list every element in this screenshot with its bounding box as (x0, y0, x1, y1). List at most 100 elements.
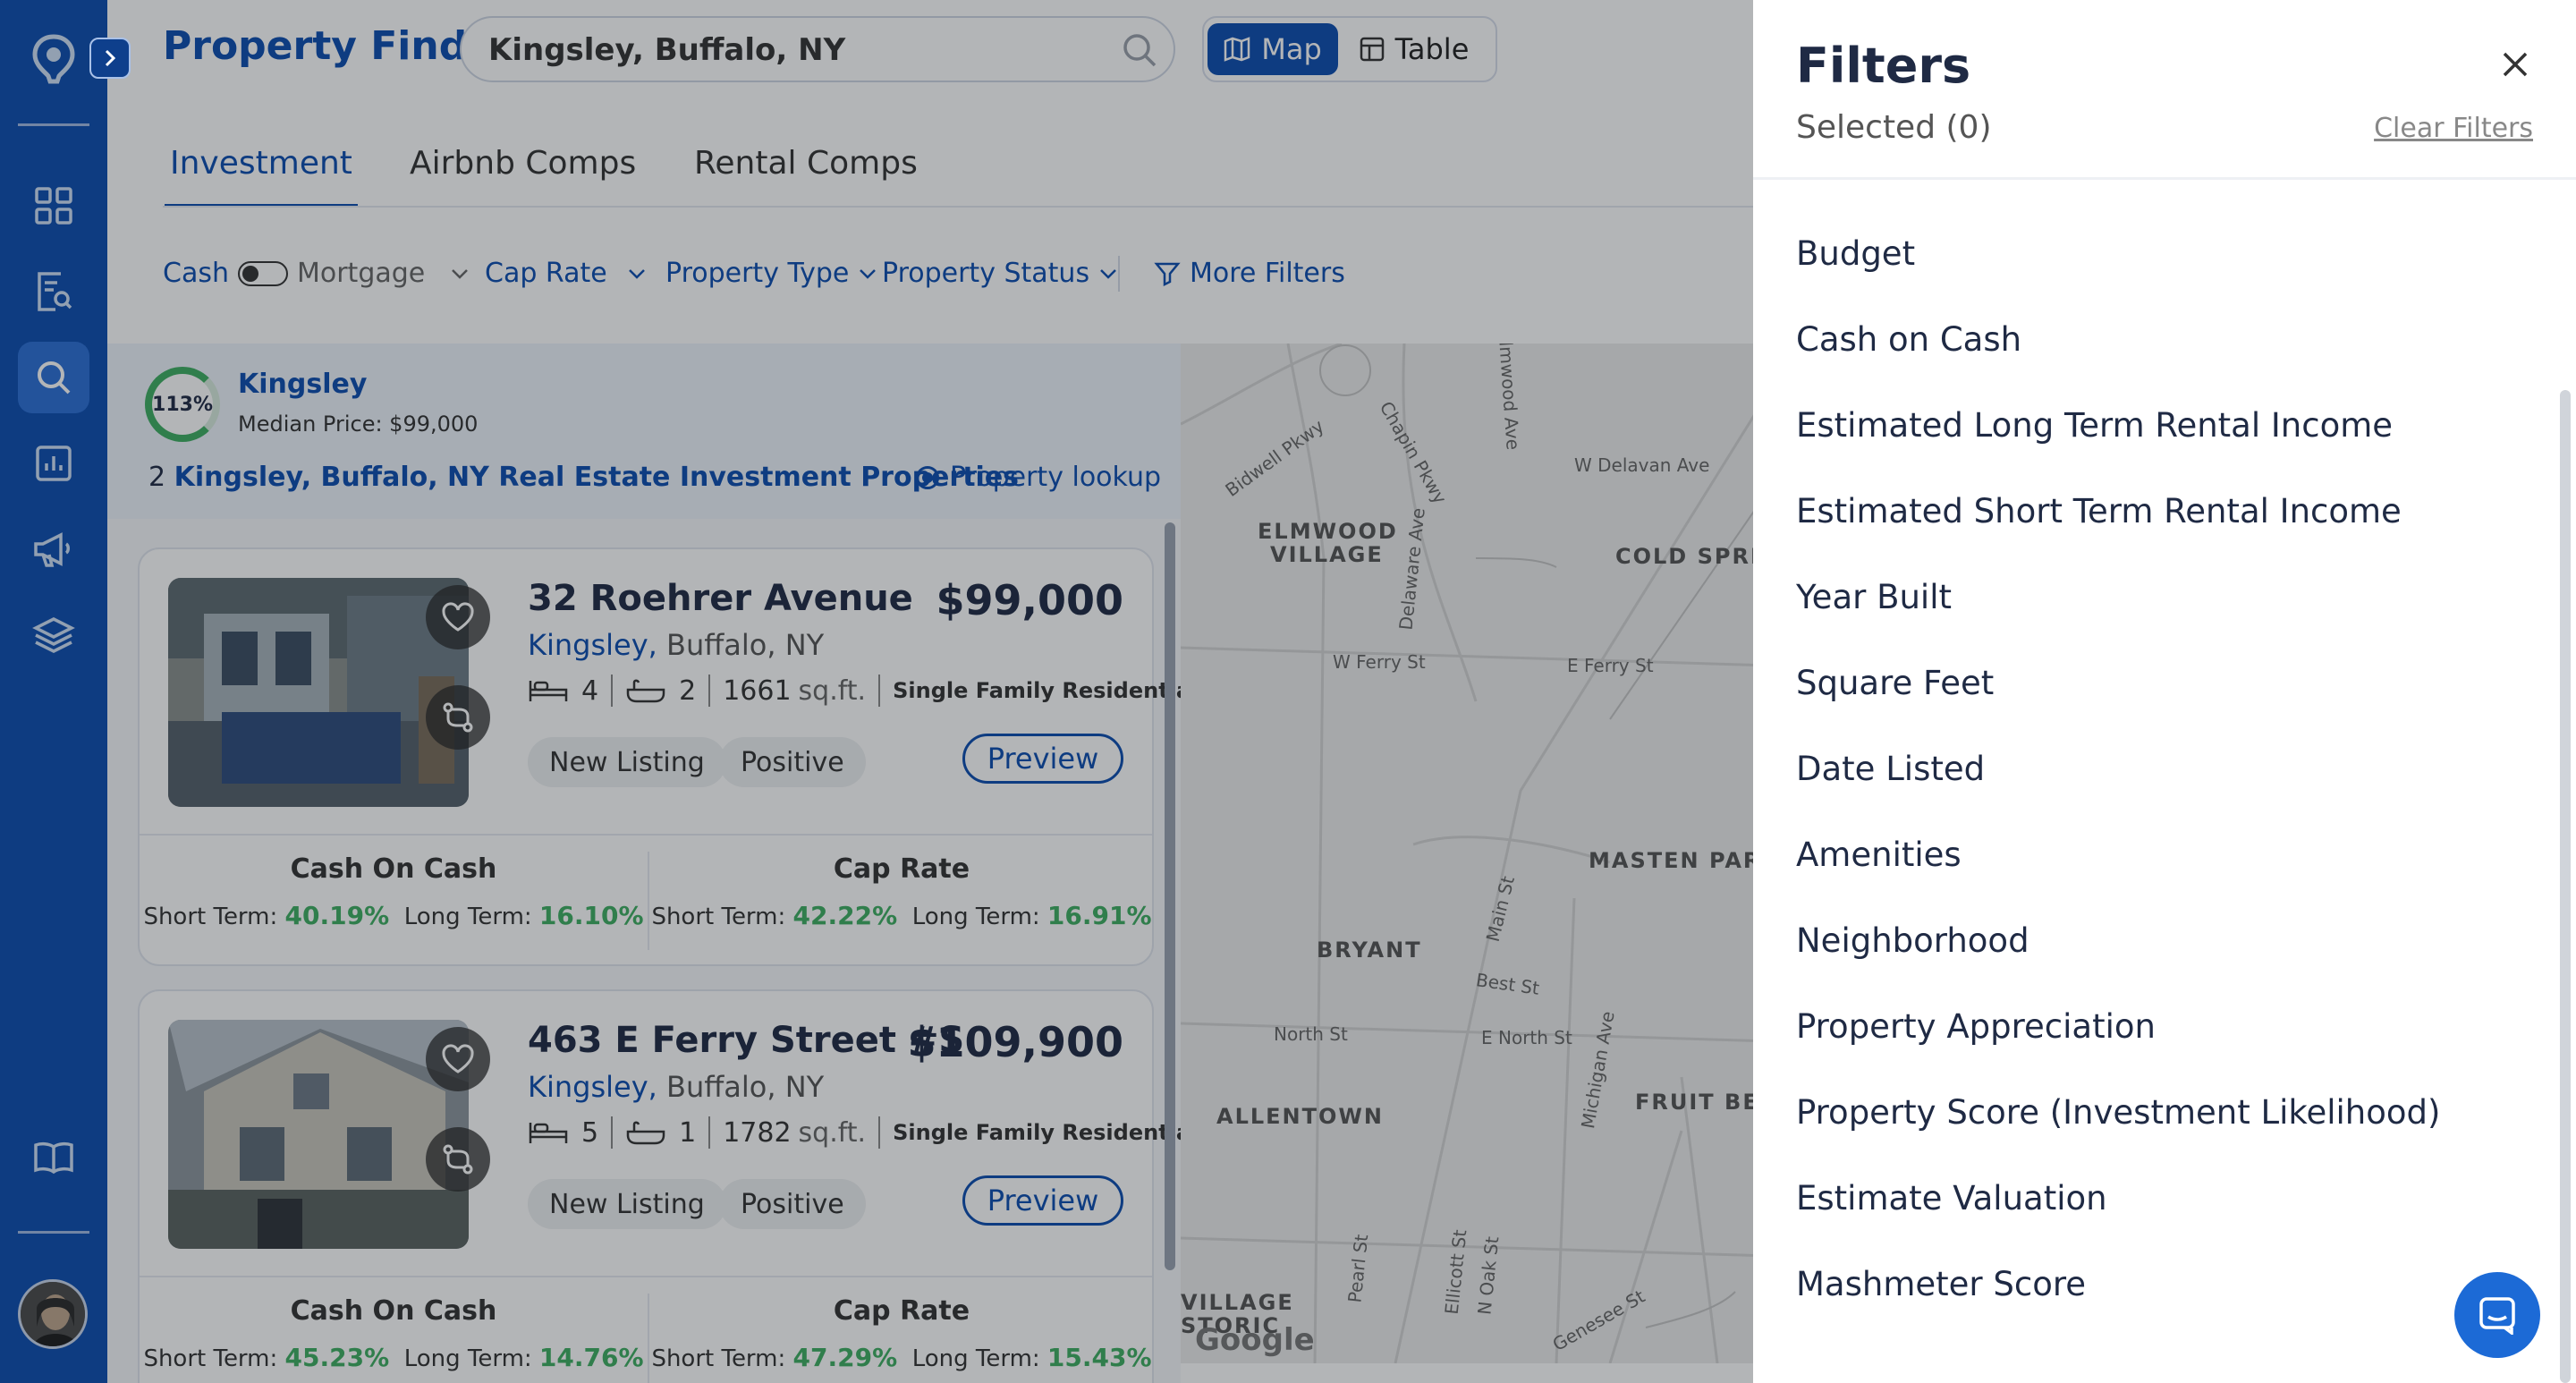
chevron-down-icon (628, 268, 645, 279)
filter-square-feet[interactable]: Square Feet (1796, 664, 1995, 702)
filter-long-term-rental-income[interactable]: Estimated Long Term Rental Income (1796, 406, 2394, 445)
expand-nav-button[interactable] (89, 38, 131, 79)
metric-title: Cap Rate (833, 853, 970, 885)
results-count-link[interactable]: Kingsley, Buffalo, NY Real Estate Invest… (174, 462, 1020, 493)
map-view[interactable]: ELMWOOD VILLAGE COLD SPRIN MASTEN PARK B… (1181, 344, 1771, 1363)
bath-count: 2 (679, 675, 697, 707)
sqft-unit: sq.ft. (798, 1116, 867, 1149)
cash-mortgage-toggle[interactable]: Cash Mortgage (163, 258, 470, 289)
document-search-icon (38, 272, 72, 311)
new-listing-badge: New Listing (528, 737, 726, 787)
filter-budget[interactable]: Budget (1796, 234, 1916, 273)
filter-divider (1118, 256, 1120, 292)
filter-amenities[interactable]: Amenities (1796, 836, 1962, 874)
tab-rental-comps[interactable]: Rental Comps (694, 145, 918, 182)
close-icon (2503, 52, 2528, 77)
filter-property-appreciation[interactable]: Property Appreciation (1796, 1007, 2156, 1046)
long-term-value: 14.76% (538, 1343, 644, 1372)
panel-scrollbar[interactable] (2560, 390, 2571, 1383)
nav-marketing[interactable] (18, 513, 89, 585)
bed-count: 5 (581, 1116, 599, 1149)
long-term-label: Long Term: (403, 1345, 532, 1372)
nav-property-finder[interactable] (18, 342, 89, 413)
nav-dashboard[interactable] (18, 170, 89, 242)
nav-layers[interactable] (18, 599, 89, 671)
nav-guide[interactable] (18, 1122, 89, 1193)
property-type: Single Family Residential (893, 678, 1181, 703)
metric-values: Short Term: 45.23% Long Term: 14.76% (140, 1343, 648, 1372)
map-street-label: E Ferry St (1567, 655, 1654, 676)
map-area-label: ELMWOOD (1258, 519, 1398, 544)
map-area-label: ALLENTOWN (1216, 1104, 1384, 1129)
listing-neighborhood-link[interactable]: Kingsley, (528, 628, 657, 662)
filters-panel: Filters Selected (0) Clear Filters Budge… (1753, 0, 2576, 1383)
filters-title: Filters (1796, 38, 1971, 94)
neighborhood-median-price: Median Price: $99,000 (238, 412, 479, 437)
new-listing-badge: New Listing (528, 1179, 726, 1229)
filter-cash-on-cash[interactable]: Cash on Cash (1796, 320, 2022, 359)
listing-address[interactable]: 32 Roehrer Avenue (528, 578, 913, 619)
nav-analytics[interactable] (18, 428, 89, 499)
filter-neighborhood[interactable]: Neighborhood (1796, 921, 2029, 960)
clear-filters-link[interactable]: Clear Filters (2374, 113, 2533, 144)
favorite-button[interactable] (426, 585, 490, 649)
property-type-dropdown[interactable]: Property Type (665, 258, 877, 289)
list-scrollbar[interactable] (1165, 522, 1175, 1270)
short-term-label: Short Term: (143, 1345, 278, 1372)
logo-icon[interactable] (30, 34, 77, 84)
compare-icon (443, 702, 473, 733)
bath-icon (626, 1121, 665, 1145)
more-filters-label: More Filters (1190, 258, 1345, 289)
neighborhood-name-link[interactable]: Kingsley (238, 369, 368, 400)
filter-property-score[interactable]: Property Score (Investment Likelihood) (1796, 1093, 2441, 1132)
nav-reports[interactable] (18, 256, 89, 327)
close-button[interactable] (2497, 47, 2533, 82)
preview-button[interactable]: Preview (962, 734, 1123, 784)
property-status-dropdown[interactable]: Property Status (882, 258, 1118, 289)
positive-badge: Positive (719, 737, 866, 787)
cap-rate-dropdown[interactable]: Cap Rate (485, 258, 647, 289)
listing-photo[interactable] (168, 578, 469, 807)
listing-photo[interactable] (168, 1020, 469, 1249)
map-area-label: VILLAGE (1270, 542, 1384, 567)
filter-mashmeter-score[interactable]: Mashmeter Score (1796, 1265, 2087, 1303)
tab-airbnb-comps[interactable]: Airbnb Comps (410, 145, 637, 182)
search-icon[interactable] (1120, 30, 1159, 73)
map-area-label: BRYANT (1317, 938, 1422, 963)
short-term-label: Short Term: (143, 904, 278, 930)
table-view-button[interactable]: Table (1347, 23, 1481, 75)
favorite-button[interactable] (426, 1027, 490, 1091)
filter-short-term-rental-income[interactable]: Estimated Short Term Rental Income (1796, 492, 2402, 530)
more-filters-button[interactable]: More Filters (1154, 258, 1345, 289)
filter-year-built[interactable]: Year Built (1796, 578, 1952, 616)
filter-estimate-valuation[interactable]: Estimate Valuation (1796, 1179, 2107, 1218)
search-input[interactable]: Kingsley, Buffalo, NY (460, 16, 1175, 82)
listing-list[interactable]: 32 Roehrer Avenue $99,000 Kingsley, Buff… (107, 519, 1181, 1383)
short-term-label: Short Term: (651, 1345, 786, 1372)
listing-neighborhood-link[interactable]: Kingsley, (528, 1070, 657, 1104)
radio-icon[interactable] (916, 465, 939, 489)
listing-card[interactable]: 463 E Ferry Street #S $109,900 Kingsley,… (138, 989, 1181, 1383)
nav-divider (18, 123, 89, 126)
preview-button[interactable]: Preview (962, 1175, 1123, 1226)
bed-icon (529, 1123, 568, 1143)
map-view-button[interactable]: Map (1208, 23, 1338, 75)
finance-switch[interactable] (237, 260, 288, 286)
property-type: Single Family Residential (893, 1120, 1181, 1145)
table-icon (1360, 37, 1384, 62)
book-icon (34, 1141, 73, 1175)
filter-date-listed[interactable]: Date Listed (1796, 750, 1986, 788)
user-avatar[interactable] (18, 1279, 88, 1349)
chat-button[interactable] (2454, 1272, 2540, 1358)
map-view-label: Map (1261, 32, 1322, 66)
listing-price: $99,000 (936, 576, 1123, 624)
compare-button[interactable] (426, 1127, 490, 1192)
compare-button[interactable] (426, 685, 490, 750)
listing-card[interactable]: 32 Roehrer Avenue $99,000 Kingsley, Buff… (138, 547, 1181, 966)
sqft-value: 1782 (723, 1116, 792, 1149)
sqft-value: 1661 (723, 675, 792, 707)
property-lookup-option[interactable]: Property lookup (916, 462, 1161, 493)
listing-address[interactable]: 463 E Ferry Street #S (528, 1020, 965, 1061)
modal-backdrop[interactable] (0, 0, 1753, 1383)
listing-specs: 4 2 1661 sq.ft. Single Family Residentia… (528, 675, 1181, 707)
